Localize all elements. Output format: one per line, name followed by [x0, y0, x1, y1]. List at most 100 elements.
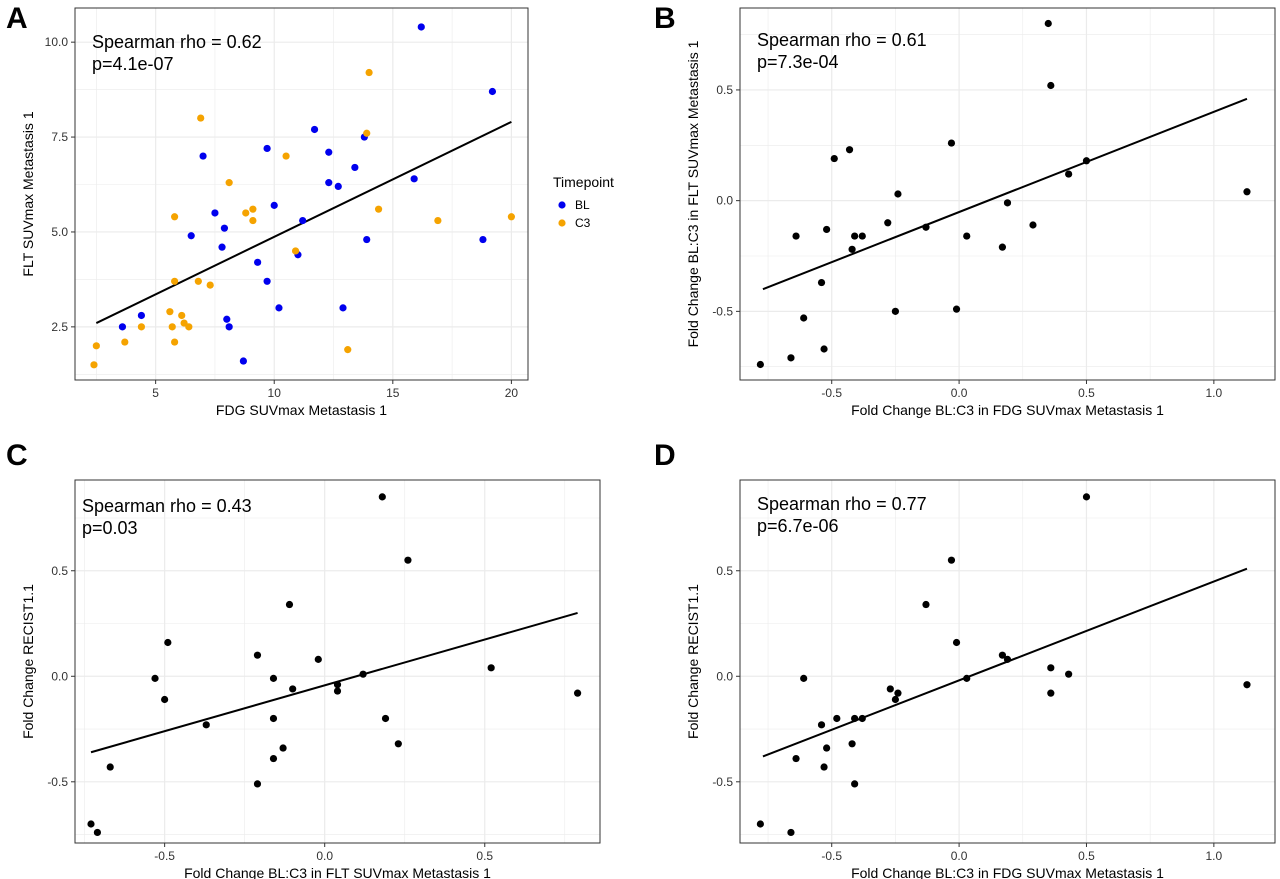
panel-c-point — [394, 740, 402, 748]
panel-a-point-c3 — [185, 323, 193, 331]
panel-b-y-tick-label: 0.5 — [716, 83, 733, 97]
panel-c-point — [314, 655, 322, 663]
panel-b-point — [787, 354, 795, 362]
panel-a-point-bl — [325, 148, 333, 156]
panel-b-point — [884, 219, 892, 227]
panel-a-point-c3 — [197, 114, 205, 122]
panel-d-point — [952, 638, 961, 647]
panel-d-frame — [739, 479, 1276, 844]
panel-a-point-c3 — [171, 338, 179, 346]
panel-b-point — [998, 243, 1007, 251]
panel-b-point — [1082, 157, 1091, 165]
panel-d-point — [787, 828, 795, 837]
panel-a-point-c3 — [166, 308, 174, 316]
panel-d-point — [998, 651, 1007, 659]
panel-d-annotation-line: p=6.7e-06 — [757, 516, 839, 536]
panel-a-point-bl — [239, 357, 247, 365]
panel-c-x-tick-label: -0.5 — [154, 849, 175, 863]
panel-c-point — [269, 674, 278, 682]
panel-d-point — [851, 714, 859, 723]
panel-d-point — [1047, 689, 1055, 697]
panel-a-point-c3 — [171, 277, 179, 285]
panel-d-x-tick-label: 0.0 — [951, 849, 968, 863]
panel-a-point-c3 — [507, 213, 515, 221]
panel-b-frame — [739, 7, 1276, 381]
panel-a-y-axis-title: FLT SUVmax Metastasis 1 — [20, 111, 36, 276]
panel-b-x-tick-label: 1.0 — [1206, 386, 1223, 400]
panel-b-point — [820, 345, 828, 353]
panel-b-point — [891, 307, 900, 315]
panel-b-annotation-line: Spearman rho = 0.61 — [757, 30, 927, 50]
panel-a-point-c3 — [121, 338, 129, 346]
panel-d-x-tick-label: 1.0 — [1206, 849, 1223, 863]
panel-c-point — [253, 780, 262, 788]
panel-a-point-c3 — [90, 361, 98, 369]
legend-label-bl: BL — [575, 198, 590, 212]
panel-d-point — [886, 685, 894, 693]
panel-d-point — [817, 721, 826, 729]
panel-c-point — [161, 695, 169, 704]
panel-a-point-c3 — [291, 247, 300, 255]
panel-d-point — [1047, 664, 1055, 672]
panel-c-x-axis-title: Fold Change BL:C3 in FLT SUVmax Metastas… — [184, 865, 491, 879]
panel-d-point — [823, 744, 831, 752]
panel-d-point — [1082, 493, 1091, 501]
panel-b-point — [800, 314, 808, 322]
panel-b-point — [848, 245, 856, 253]
panel-a-point-bl — [137, 311, 146, 320]
panel-a: 5 10 15 20 2.5 5.0 7.5 10.0 Spearman rho = 0.62p… — [6, 2, 614, 418]
panel-c-point — [87, 820, 95, 828]
panel-b-point — [963, 232, 971, 240]
panel-a-point-c3 — [363, 129, 371, 137]
panel-a-point-bl — [351, 163, 359, 172]
panel-b: -0.5 0.0 0.5 1.0 -0.5 0.0 0.5 Spearman rho = 0.… — [654, 2, 1276, 418]
panel-a-x-tick-label: 10 — [268, 386, 282, 400]
legend-title: Timepoint — [553, 174, 614, 190]
panel-a-background — [75, 8, 528, 380]
legend-key-c3 — [558, 219, 566, 227]
panel-a-point-bl — [220, 224, 229, 232]
panel-a-point-bl — [254, 258, 262, 266]
panel-c-point — [573, 689, 582, 697]
panel-c-point — [359, 670, 367, 678]
panel-a-point-c3 — [194, 277, 202, 285]
panel-b-x-axis-title: Fold Change BL:C3 in FDG SUVmax Metastas… — [851, 402, 1164, 418]
panel-a-point-c3 — [92, 342, 100, 350]
panel-c-point — [106, 763, 114, 771]
panel-a-point-c3 — [178, 311, 186, 320]
panel-a-point-bl — [310, 125, 319, 134]
panel-a-point-bl — [225, 323, 233, 331]
panel-a-annotation-line: p=4.1e-07 — [92, 54, 174, 74]
panel-a-point-bl — [211, 209, 219, 217]
panel-a-point-c3 — [242, 209, 250, 217]
panel-a-y-tick-label: 10.0 — [45, 35, 69, 49]
panel-b-point — [823, 225, 831, 234]
panel-b-point — [1003, 199, 1012, 207]
panel-a-letter: A — [6, 2, 28, 35]
panel-d-point — [1003, 655, 1012, 663]
panel-d-point — [894, 689, 902, 697]
panel-a-point-c3 — [137, 323, 146, 331]
panel-c-point — [487, 664, 495, 672]
panel-d-point — [922, 600, 930, 609]
panel-a-point-bl — [263, 277, 271, 285]
panel-c-point — [93, 828, 102, 837]
legend-key-bl — [558, 201, 566, 209]
panel-d-y-tick-label: 0.0 — [716, 669, 733, 683]
panel-a-x-axis-title: FDG SUVmax Metastasis 1 — [216, 402, 387, 418]
panel-d: -0.5 0.0 0.5 1.0 -0.5 0.0 0.5 Spearman rho = 0.… — [654, 439, 1276, 879]
panel-b-point — [894, 190, 902, 198]
panel-b-y-axis-title: Fold Change BL:C3 in FLT SUVmax Metastas… — [685, 40, 701, 347]
panel-c-point — [269, 754, 278, 763]
panel-c-point — [269, 714, 278, 723]
panel-d-fit-line — [762, 567, 1248, 758]
panel-d-point — [858, 714, 866, 723]
panel-a-y-tick-label: 5.0 — [51, 225, 68, 239]
panel-a-point-bl — [488, 87, 497, 96]
panel-a-point-bl — [339, 304, 347, 312]
panel-c-point — [253, 651, 262, 659]
panel-c-y-tick-label: -0.5 — [47, 775, 68, 789]
panel-a-frame — [74, 7, 529, 381]
panel-b-point — [792, 232, 800, 240]
